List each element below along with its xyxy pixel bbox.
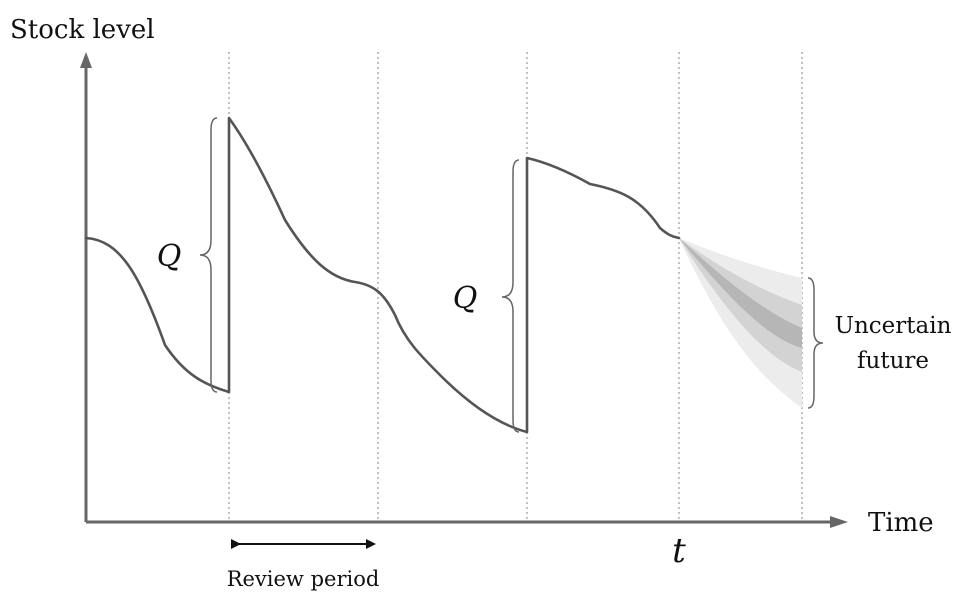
x-axis-arrowhead <box>830 516 848 528</box>
order-quantity-label: Q <box>453 281 478 316</box>
uncertain-future-label: future <box>857 348 929 374</box>
current-time-label: t <box>672 531 686 571</box>
order-quantity-label: Q <box>157 239 182 274</box>
uncertain-future-label: Uncertain <box>835 313 952 339</box>
stock-level-curve <box>84 116 681 434</box>
uncertainty-fan <box>679 238 802 408</box>
y-axis-label: Stock level <box>10 15 155 45</box>
review-period-label: Review period <box>227 567 380 591</box>
order-quantity-brace <box>501 159 520 433</box>
uncertainty-band-inner <box>679 238 802 348</box>
x-axis-label: Time <box>868 508 934 538</box>
y-axis-arrowhead <box>80 52 92 68</box>
order-quantity-brace <box>199 117 218 393</box>
uncertain-future-brace <box>807 277 824 409</box>
axes <box>80 52 848 528</box>
